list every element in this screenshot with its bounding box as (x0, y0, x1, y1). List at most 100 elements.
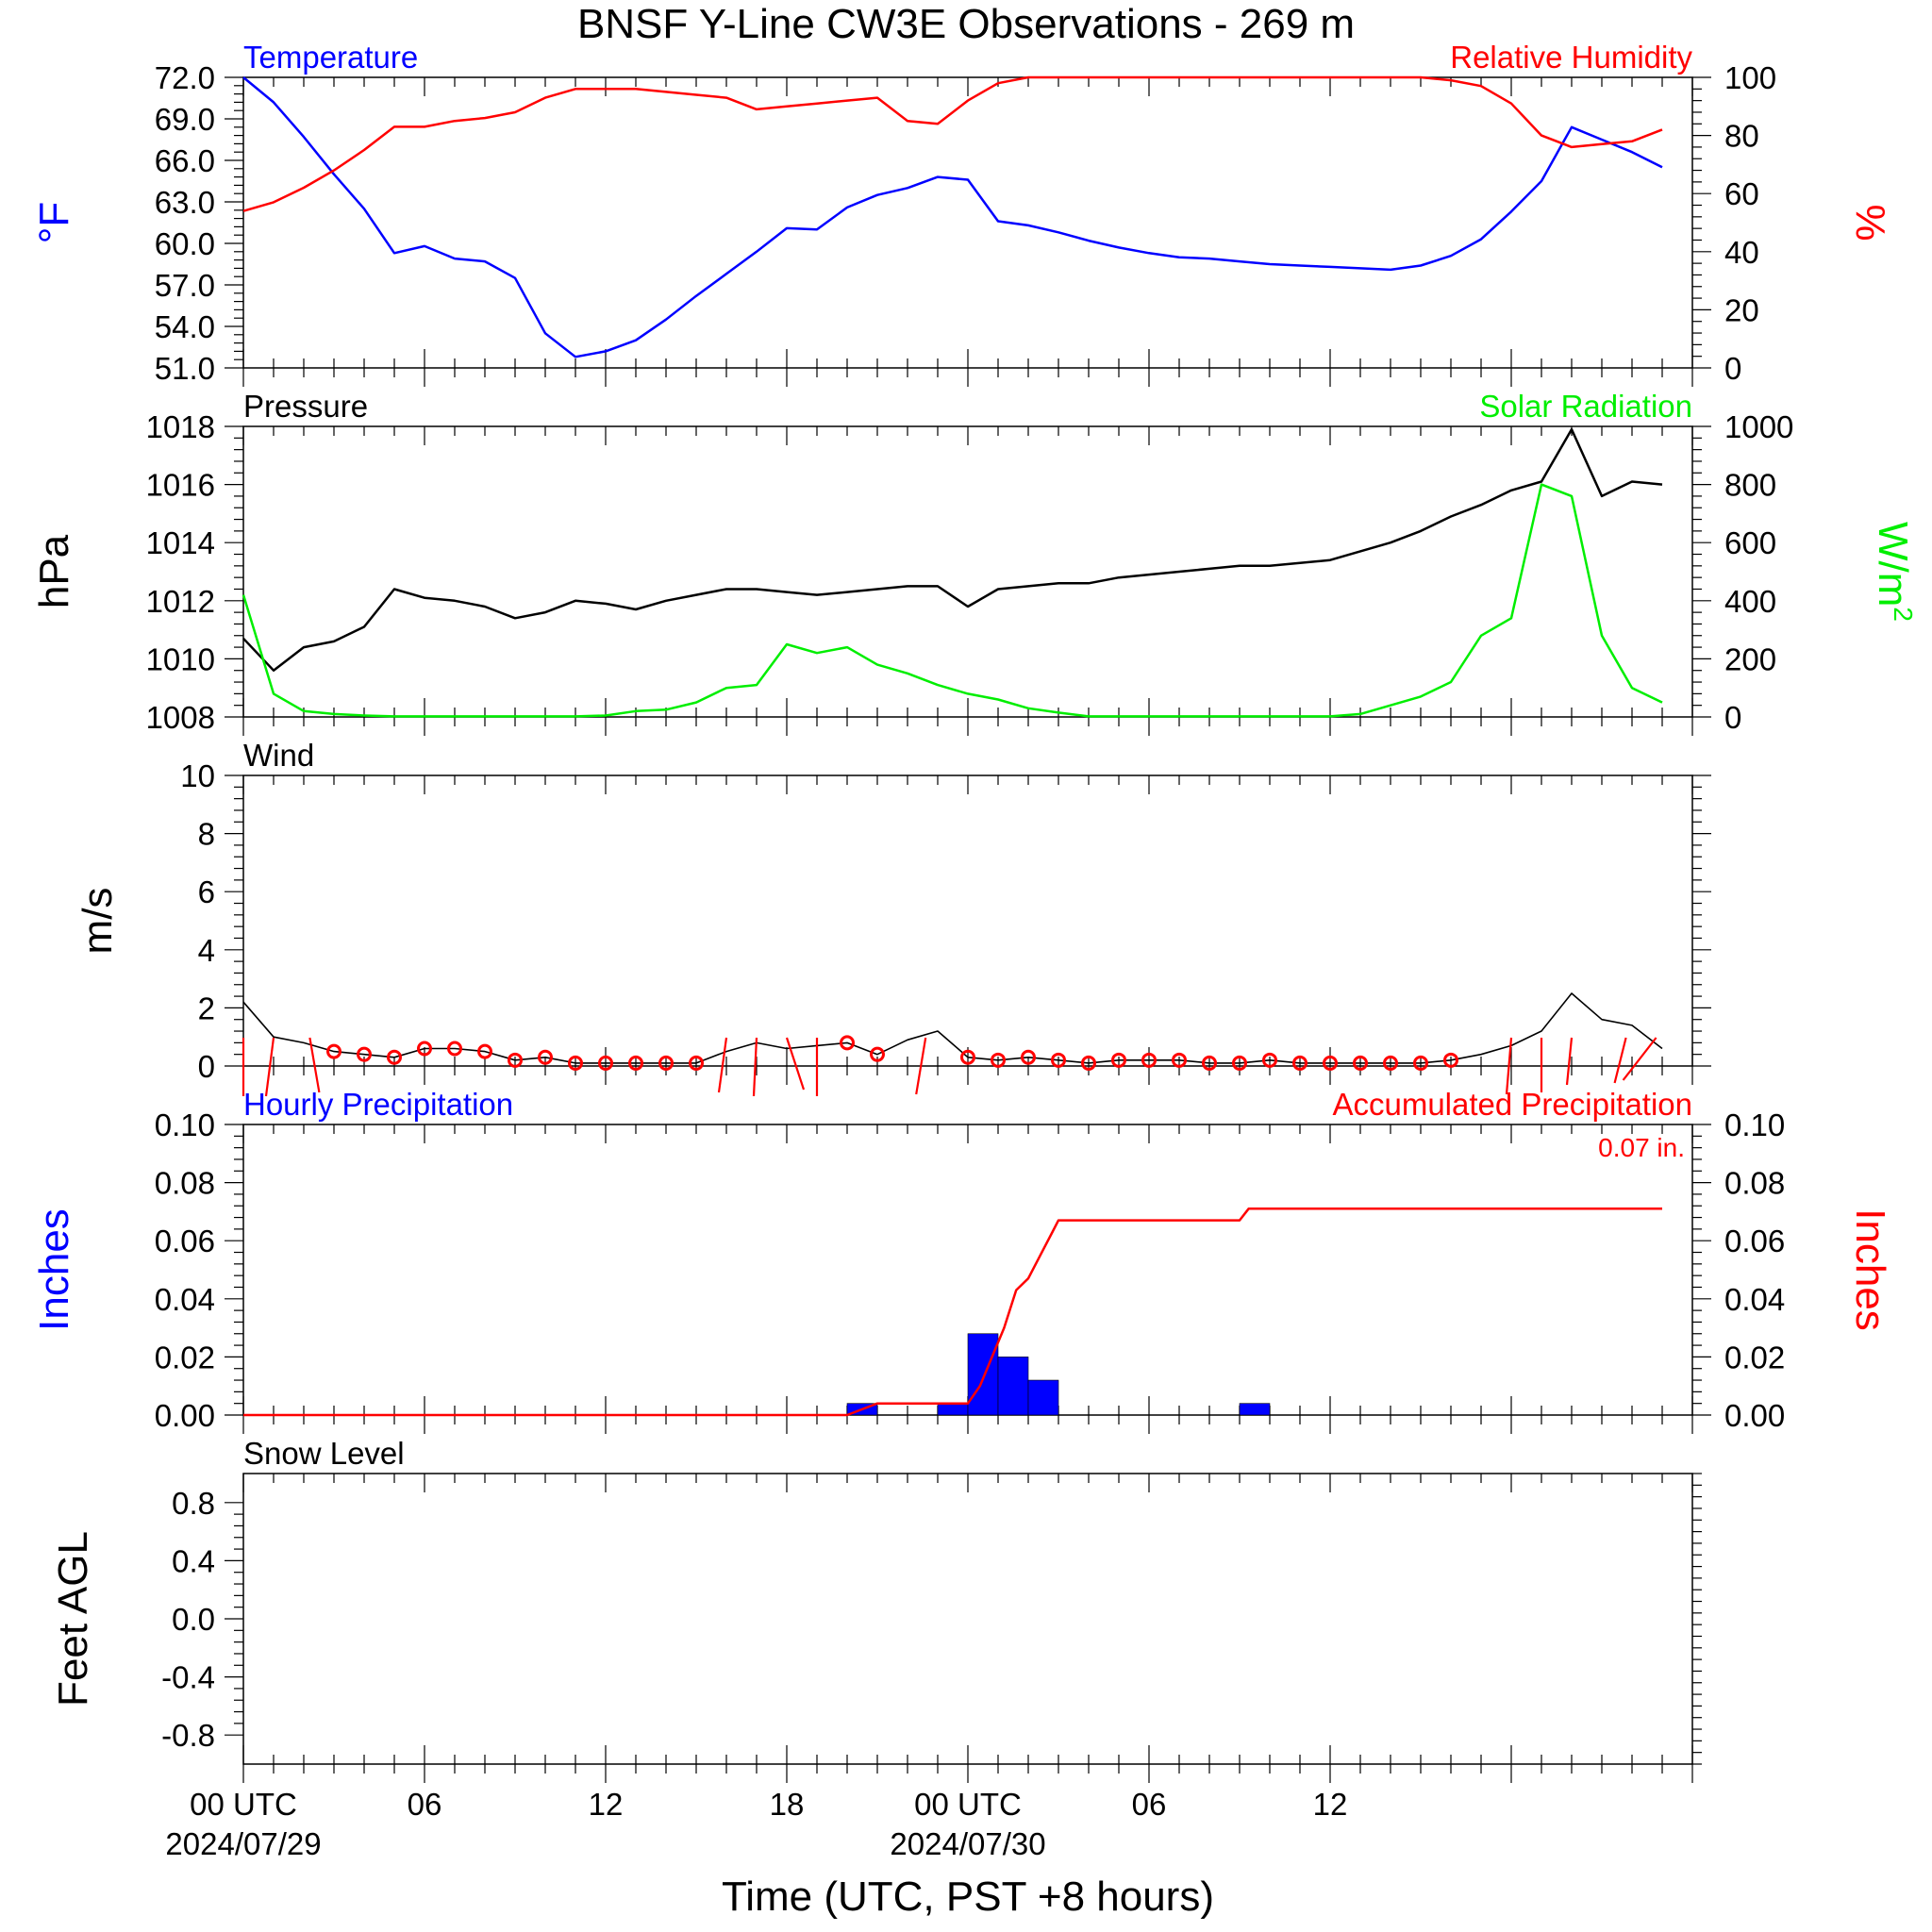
x-tick-date-label: 2024/07/29 (165, 1826, 321, 1861)
calm-wind-circle (991, 1052, 1006, 1068)
calm-wind-circle (447, 1041, 462, 1057)
y-tick-label: 20 (1724, 292, 1759, 327)
y-tick-label: 69.0 (155, 102, 215, 137)
y-tick-label: 51.0 (155, 351, 215, 386)
panel-wind: Wind m/s 10 8 6 4 2 0 (75, 738, 1711, 1097)
calm-wind-circle (508, 1052, 523, 1068)
calm-wind-circle (1232, 1055, 1247, 1071)
y-tick-label: 0.8 (172, 1486, 215, 1521)
y-tick-label: 1016 (146, 468, 215, 503)
accum-precip-annotation: 0.07 in. (1598, 1133, 1685, 1162)
xticks-wind (242, 775, 1693, 1085)
y-tick-label: 0.08 (155, 1166, 215, 1201)
y-tick-label: 0.00 (155, 1398, 215, 1433)
panel-title-hourly-precip: Hourly Precipitation (243, 1087, 513, 1122)
y-tick-label: 0.08 (1724, 1166, 1785, 1201)
xticks-precip (242, 1124, 1693, 1434)
panel-temperature-humidity: Temperature Relative Humidity °F % 72.0 6… (31, 40, 1893, 387)
x-tick-label: 06 (408, 1787, 442, 1822)
wind-barb (264, 1037, 275, 1097)
x-tick-label: 12 (1313, 1787, 1348, 1822)
wind-barb (717, 1037, 728, 1093)
x-tick-labels: 00 UTC 2024/07/29 06 12 18 00 UTC 2024/07/30 06… (165, 1787, 1347, 1861)
y-tick-label: 200 (1724, 641, 1776, 676)
y-tick-label: 0.10 (1724, 1108, 1785, 1142)
xticks-snow (242, 1474, 1693, 1783)
calm-wind-circle (417, 1041, 432, 1057)
yticks-left-pressure: 1018 1016 1014 1012 1010 1008 (146, 409, 243, 735)
calm-wind-circle (1292, 1055, 1307, 1071)
panel-precipitation: Hourly Precipitation Accumulated Precipi… (31, 1087, 1893, 1434)
y-tick-label: 1000 (1724, 409, 1793, 444)
series-precip (243, 1208, 1662, 1417)
panel-title-temperature: Temperature (243, 40, 418, 75)
y-tick-label: 400 (1724, 584, 1776, 619)
y-tick-label: -0.8 (161, 1718, 215, 1753)
figure-title: BNSF Y-Line CW3E Observations - 269 m (577, 1, 1355, 47)
yticks-right-precip: 0.10 0.08 0.06 0.04 0.02 0.00 (1692, 1108, 1785, 1433)
y-tick-label: 40 (1724, 235, 1759, 270)
panel-title-pressure: Pressure (243, 389, 368, 424)
calm-wind-circle (689, 1055, 704, 1071)
y-tick-label: 100 (1724, 60, 1776, 95)
xticks-temperature (242, 77, 1693, 387)
plot-frame-pressure (242, 425, 1693, 718)
calm-wind-circle (1111, 1052, 1126, 1068)
yticks-right-humidity: 100 80 60 40 20 0 (1692, 60, 1776, 386)
y-tick-label: -0.4 (161, 1660, 215, 1695)
series-pressure-solar (242, 427, 1663, 718)
yticks-left-temperature: 72.0 69.0 66.0 63.0 60.0 57.0 54.0 51.0 (155, 60, 243, 386)
ylabel-pressure: hPa (31, 534, 77, 608)
ylabel-snow: Feet AGL (50, 1531, 96, 1707)
x-tick-label: 06 (1132, 1787, 1167, 1822)
y-tick-label: 0.10 (155, 1108, 215, 1142)
ylabel-precip-right: Inches (1847, 1208, 1893, 1331)
ylabel-solar: W/m2 (1870, 522, 1918, 622)
calm-wind-circle (598, 1055, 613, 1071)
ylabel-precip-left: Inches (31, 1208, 77, 1331)
wind-barb (308, 1037, 321, 1093)
y-tick-label: 66.0 (155, 143, 215, 178)
y-tick-label: 0 (1724, 700, 1741, 735)
yticks-right-wind (1692, 774, 1711, 1067)
ylabel-solar-unit: W/m (1870, 522, 1916, 607)
panel-title-wind: Wind (243, 738, 314, 773)
y-tick-label: 8 (198, 817, 215, 852)
precip-bar (1027, 1379, 1059, 1416)
series-wind (242, 992, 1663, 1097)
yticks-left-snow: 0.8 0.4 0.0 -0.4 -0.8 (161, 1486, 243, 1753)
panel-title-accum-precip: Accumulated Precipitation (1332, 1087, 1692, 1122)
calm-wind-circle (1383, 1055, 1398, 1071)
calm-wind-circle (357, 1046, 372, 1062)
y-tick-label: 72.0 (155, 60, 215, 95)
precip-bar (1239, 1403, 1271, 1416)
plot-frame-snow (242, 1473, 1693, 1765)
calm-wind-circle (658, 1055, 674, 1071)
y-tick-label: 0.4 (172, 1543, 215, 1578)
wind-barb (1622, 1037, 1657, 1081)
y-tick-label: 4 (198, 933, 215, 968)
panel-snow-level: Snow Level Feet AGL 0.8 0.4 0.0 -0.4 -0.8 (50, 1436, 1702, 1783)
panel-title-humidity: Relative Humidity (1450, 40, 1692, 75)
y-tick-label: 0.02 (1724, 1340, 1785, 1374)
calm-wind-circle (387, 1049, 402, 1065)
ylabel-humidity: % (1847, 204, 1893, 241)
x-tick-date-label: 2024/07/30 (890, 1826, 1045, 1861)
ylabel-wind: m/s (75, 888, 121, 955)
x-tick-label: 00 UTC (190, 1787, 297, 1822)
calm-wind-circle (1141, 1052, 1157, 1068)
y-tick-label: 0 (1724, 351, 1741, 386)
series-line-pressure (242, 427, 1663, 672)
calm-wind-circle (568, 1055, 583, 1071)
xticks-pressure (242, 426, 1693, 736)
calm-wind-circle (870, 1046, 885, 1062)
yticks-left-precip: 0.10 0.08 0.06 0.04 0.02 0.00 (155, 1108, 243, 1433)
calm-wind-circle (1202, 1055, 1217, 1071)
y-tick-label: 57.0 (155, 268, 215, 303)
x-tick-label: 00 UTC (914, 1787, 1022, 1822)
y-tick-label: 1008 (146, 700, 215, 735)
calm-wind-circle (1413, 1055, 1428, 1071)
y-tick-label: 0.04 (155, 1282, 215, 1317)
plot-frame-wind (242, 774, 1693, 1067)
